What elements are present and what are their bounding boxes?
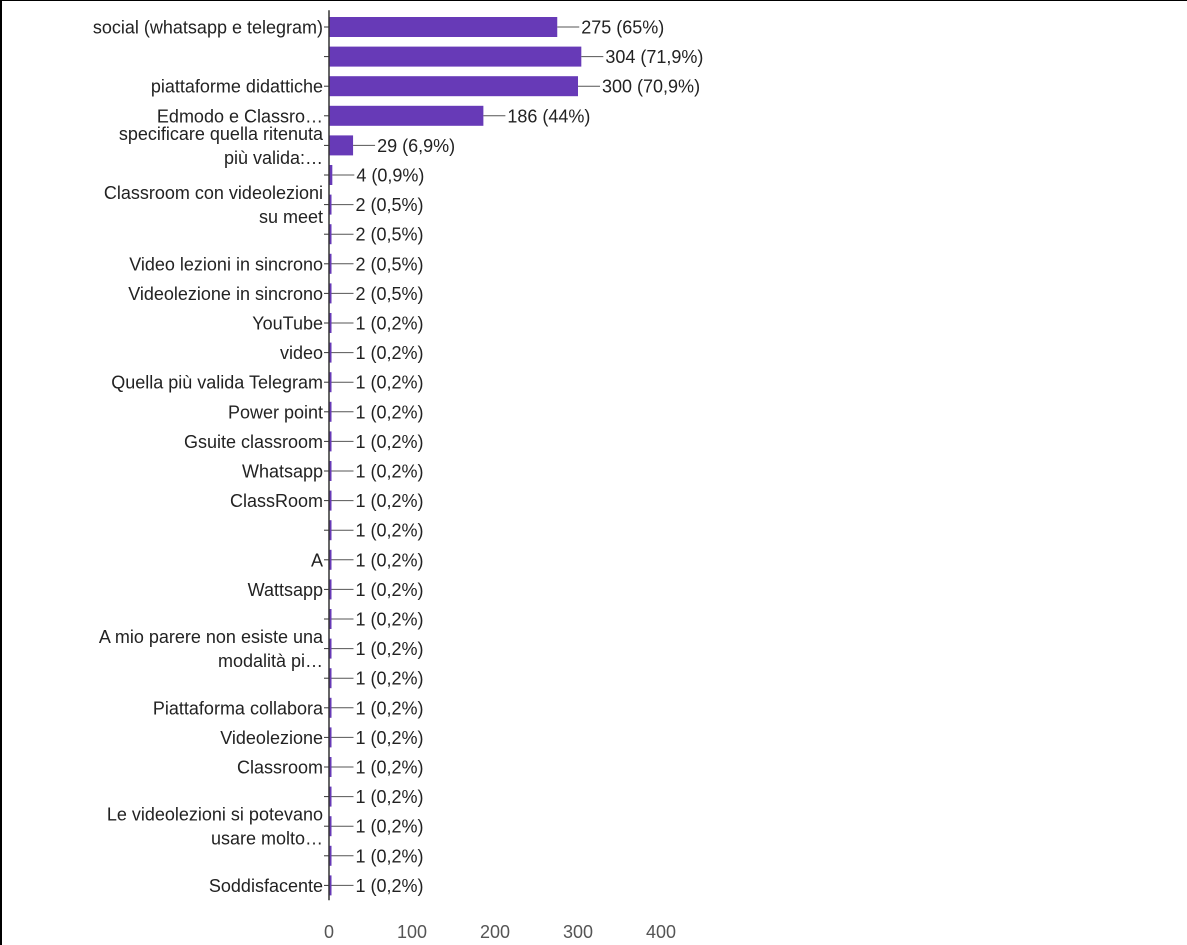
bar [329, 549, 332, 570]
category-label: A mio parere non esiste una [99, 627, 324, 647]
x-tick-label: 0 [324, 922, 334, 942]
bar [329, 401, 332, 422]
value-label: 1 (0,2%) [356, 698, 424, 718]
bar [329, 520, 332, 541]
category-label: Quella più valida Telegram [111, 373, 323, 393]
value-label: 1 (0,2%) [356, 491, 424, 511]
value-label: 300 (70,9%) [602, 77, 700, 97]
bar [329, 579, 332, 600]
value-label: 1 (0,2%) [356, 610, 424, 630]
x-tick-label: 200 [480, 922, 510, 942]
value-label: 1 (0,2%) [356, 580, 424, 600]
bar [329, 76, 578, 97]
category-label: modalità pi… [218, 651, 323, 671]
value-label: 1 (0,2%) [356, 462, 424, 482]
bar [329, 342, 332, 363]
category-label: Whatsapp [242, 462, 323, 482]
bar [329, 17, 558, 37]
x-axis-ticks: 0 100 200 300 400 [324, 26, 676, 942]
category-label: Videolezione [220, 728, 323, 748]
category-label: Gsuite classroom [184, 432, 323, 452]
bar [329, 786, 332, 807]
value-label: 1 (0,2%) [356, 876, 424, 896]
category-label: video [280, 343, 323, 363]
value-label: 304 (71,9%) [605, 47, 703, 67]
bar [329, 845, 332, 866]
value-label: 1 (0,2%) [356, 521, 424, 541]
bar [329, 727, 332, 748]
category-label: ClassRoom [230, 491, 323, 511]
bar [329, 816, 332, 837]
category-label: Soddisfacente [209, 876, 323, 896]
bar [329, 490, 332, 511]
bar [329, 697, 332, 718]
value-label: 1 (0,2%) [356, 758, 424, 778]
category-label: Power point [228, 402, 323, 422]
value-label: 1 (0,2%) [356, 787, 424, 807]
category-label: usare molto… [211, 829, 323, 849]
value-label: 1 (0,2%) [356, 669, 424, 689]
x-tick-label: 400 [646, 922, 676, 942]
category-label: Videolezione in sincrono [128, 284, 323, 304]
value-label: 1 (0,2%) [356, 314, 424, 334]
category-labels: social (whatsapp e telegram) piattaforme … [93, 18, 324, 896]
category-label: Le videolezioni si potevano [107, 805, 323, 825]
bar [329, 224, 332, 245]
value-label: 1 (0,2%) [356, 402, 424, 422]
value-label: 1 (0,2%) [356, 639, 424, 659]
category-label: Video lezioni in sincrono [129, 254, 323, 274]
value-label: 2 (0,5%) [356, 254, 424, 274]
bar [329, 283, 332, 304]
value-label: 2 (0,5%) [356, 195, 424, 215]
bar [329, 372, 332, 393]
category-label: YouTube [252, 314, 323, 334]
bar [329, 609, 332, 629]
value-label: 2 (0,5%) [356, 225, 424, 245]
category-label: piattaforme didattiche [151, 77, 323, 97]
x-tick-label: 100 [397, 922, 427, 942]
bar [329, 431, 332, 452]
bars [329, 17, 582, 896]
value-label: 1 (0,2%) [356, 728, 424, 748]
category-label: Edmodo e Classro… [157, 106, 323, 126]
category-label: Classroom con videolezioni [104, 183, 323, 203]
bar [329, 757, 332, 777]
bar [329, 668, 332, 689]
value-label: 275 (65%) [581, 18, 664, 38]
value-labels: 275 (65%) 304 (71,9%) 300 (70,9%) 186 (44%)… [331, 18, 703, 896]
bar [329, 313, 332, 333]
value-label: 1 (0,2%) [356, 846, 424, 866]
bar [329, 194, 332, 215]
bar [329, 105, 484, 126]
category-label: Classroom [237, 758, 323, 778]
value-label: 1 (0,2%) [356, 343, 424, 363]
value-label: 29 (6,9%) [377, 136, 455, 156]
value-label: 186 (44%) [507, 106, 590, 126]
bar [329, 875, 332, 896]
value-label: 1 (0,2%) [356, 432, 424, 452]
category-label: social (whatsapp e telegram) [93, 18, 323, 38]
value-label: 1 (0,2%) [356, 550, 424, 570]
value-label: 1 (0,2%) [356, 817, 424, 837]
category-label: su meet [259, 207, 323, 227]
category-label: Wattsapp [248, 580, 323, 600]
bar [329, 46, 582, 67]
category-label: A [311, 550, 323, 570]
value-label: 1 (0,2%) [356, 373, 424, 393]
bar [329, 638, 332, 659]
category-label: Piattaforma collabora [153, 698, 324, 718]
x-tick-label: 300 [563, 922, 593, 942]
category-label: più valida:… [224, 148, 323, 168]
bar [329, 165, 333, 185]
value-label: 2 (0,5%) [356, 284, 424, 304]
bar [329, 135, 354, 156]
bar [329, 253, 332, 274]
value-label: 4 (0,9%) [356, 166, 424, 186]
category-label: specificare quella ritenuta [119, 124, 324, 144]
bar [329, 461, 332, 481]
